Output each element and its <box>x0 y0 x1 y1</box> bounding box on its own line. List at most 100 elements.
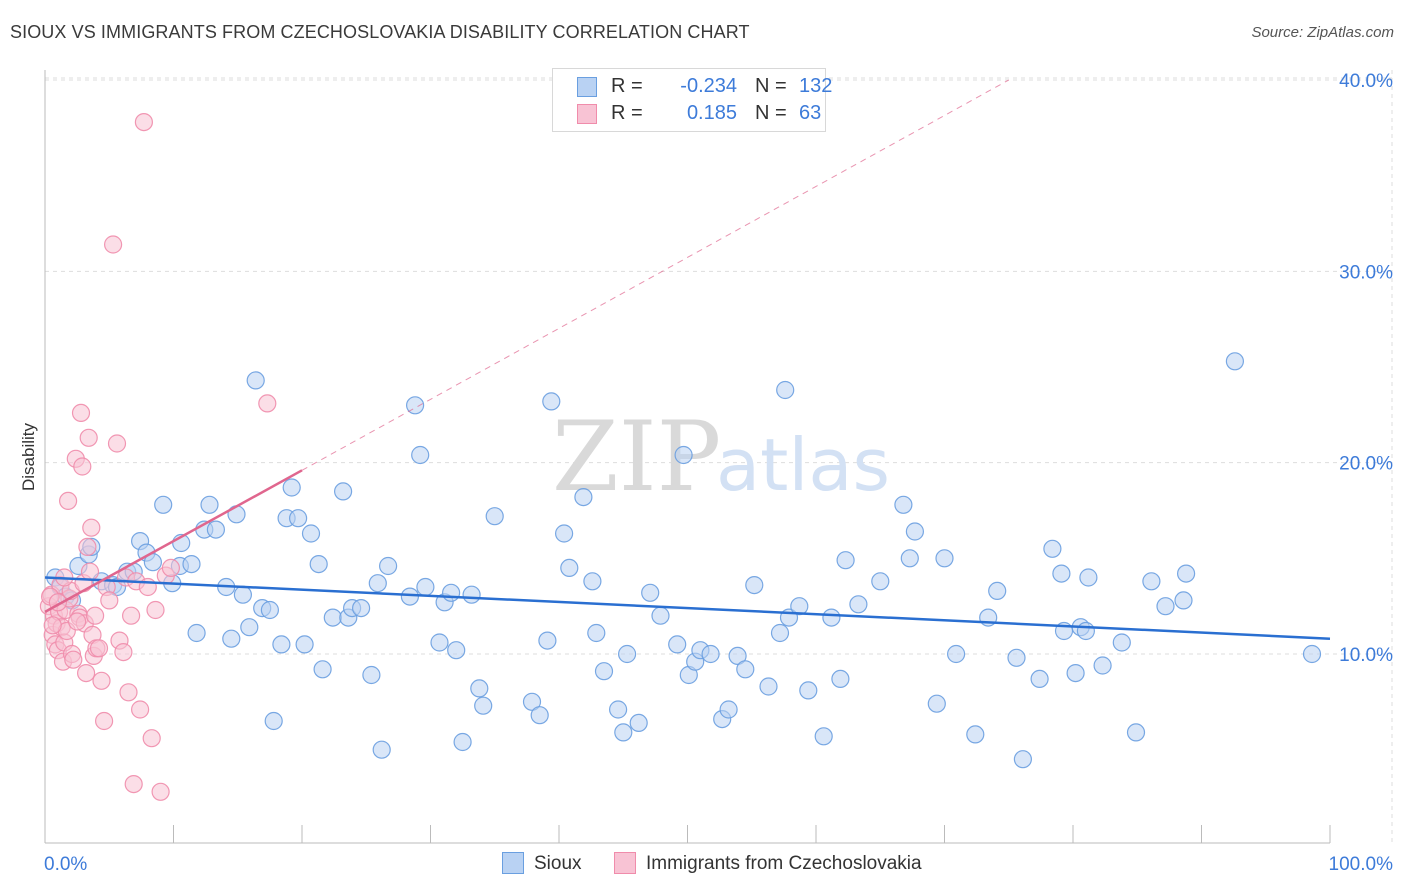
czech-point <box>131 700 150 719</box>
y-tick-label: 40.0% <box>1339 71 1393 92</box>
czech-point <box>94 711 114 731</box>
sioux-point <box>282 478 301 497</box>
legend-swatch-czech <box>577 104 597 124</box>
czech-point <box>67 612 87 631</box>
sioux-point <box>927 694 946 713</box>
legend-r-value-sioux: -0.234 <box>680 75 737 97</box>
sioux-point <box>1225 352 1245 371</box>
sioux-point <box>736 660 755 679</box>
legend-n-value-czech: 63 <box>799 102 822 124</box>
czech-point <box>64 650 83 669</box>
sioux-point <box>301 524 321 543</box>
sioux-point <box>447 641 466 660</box>
sioux-point <box>206 520 225 539</box>
sioux-point <box>745 575 764 595</box>
sioux-point <box>770 623 790 643</box>
trend-lines <box>44 79 1331 640</box>
czech-point <box>161 558 180 578</box>
sioux-point <box>583 572 602 591</box>
sioux-point <box>352 598 371 618</box>
sioux-point <box>289 509 308 528</box>
bottom-legend-swatch-czech <box>614 852 636 874</box>
sioux-point <box>900 549 919 568</box>
correlation-legend: R = -0.234 N = 132 R = 0.185 N = 63 <box>552 68 832 132</box>
sioux-point <box>831 669 850 689</box>
y-tick-label: 30.0% <box>1339 262 1393 283</box>
sioux-point <box>728 646 747 666</box>
czech-point <box>119 683 138 702</box>
sioux-point <box>470 679 489 698</box>
bottom-legend-swatch-sioux <box>502 852 524 874</box>
czech-point <box>100 591 119 610</box>
czech-point <box>142 729 161 748</box>
sioux-point <box>1126 723 1146 742</box>
axes <box>44 70 1331 844</box>
sioux-point <box>1093 656 1112 675</box>
sioux-point <box>368 574 387 593</box>
sioux-point <box>372 740 391 759</box>
sioux-point <box>617 644 637 664</box>
sioux-point <box>462 585 481 604</box>
sioux-point <box>719 700 738 719</box>
sioux-point <box>222 629 241 648</box>
czech-point <box>58 491 78 510</box>
sioux-point <box>246 371 265 390</box>
legend-r-label: R = <box>611 75 643 97</box>
legend-n-value-sioux: 132 <box>799 75 833 97</box>
czech-point <box>151 782 170 801</box>
czech-point <box>103 235 123 254</box>
sioux-point <box>538 631 557 650</box>
sioux-point <box>1156 597 1175 616</box>
chart-title: SIOUX VS IMMIGRANTS FROM CZECHOSLOVAKIA … <box>10 22 750 42</box>
czech-point <box>82 518 101 537</box>
sioux-point <box>814 727 833 746</box>
sioux-point <box>1112 633 1131 652</box>
sioux-point <box>406 396 425 415</box>
sioux-point <box>522 692 542 711</box>
sioux-point <box>309 554 328 574</box>
sioux-point <box>905 522 925 541</box>
czech-point <box>258 394 277 413</box>
bottom-legend-label-sioux: Sioux <box>534 853 582 874</box>
sioux-point <box>1052 564 1071 583</box>
sioux-point <box>1043 539 1062 558</box>
sioux-point <box>966 725 985 744</box>
watermark-atlas: atlas <box>716 423 890 507</box>
sioux-point <box>651 606 670 625</box>
sioux-point <box>871 572 890 591</box>
sioux-point <box>240 618 259 637</box>
sioux-point <box>574 488 593 507</box>
sioux-point <box>1302 644 1322 664</box>
legend-n-label: N = <box>755 102 787 124</box>
watermark: ZIP atlas <box>552 401 890 513</box>
sioux-points <box>46 352 1322 769</box>
sioux-point <box>560 558 579 578</box>
sioux-point <box>485 507 504 526</box>
czech-point <box>79 428 98 447</box>
czech-point <box>43 616 62 635</box>
y-axis-label: Disability <box>19 422 38 491</box>
sioux-point <box>946 644 966 664</box>
sioux-point <box>935 549 954 568</box>
sioux-point <box>334 482 353 501</box>
sioux-point <box>542 392 561 411</box>
sioux-point <box>1030 669 1049 689</box>
sioux-point <box>430 633 449 652</box>
czech-point <box>114 642 133 662</box>
czech-point <box>146 600 165 620</box>
sioux-point <box>530 706 549 725</box>
sioux-point <box>416 577 435 597</box>
sioux-point <box>200 495 219 514</box>
source-credit: Source: ZipAtlas.com <box>1251 24 1394 41</box>
sioux-point <box>799 681 818 700</box>
sioux-point <box>594 662 614 681</box>
sioux-point <box>379 556 398 576</box>
sioux-point <box>641 583 660 602</box>
x-tick-label: 100.0% <box>1329 854 1394 875</box>
sioux-point <box>182 554 201 574</box>
czech-point <box>124 774 143 794</box>
sioux-point <box>1176 564 1196 583</box>
sioux-point <box>614 723 633 742</box>
czech-point <box>73 457 92 476</box>
